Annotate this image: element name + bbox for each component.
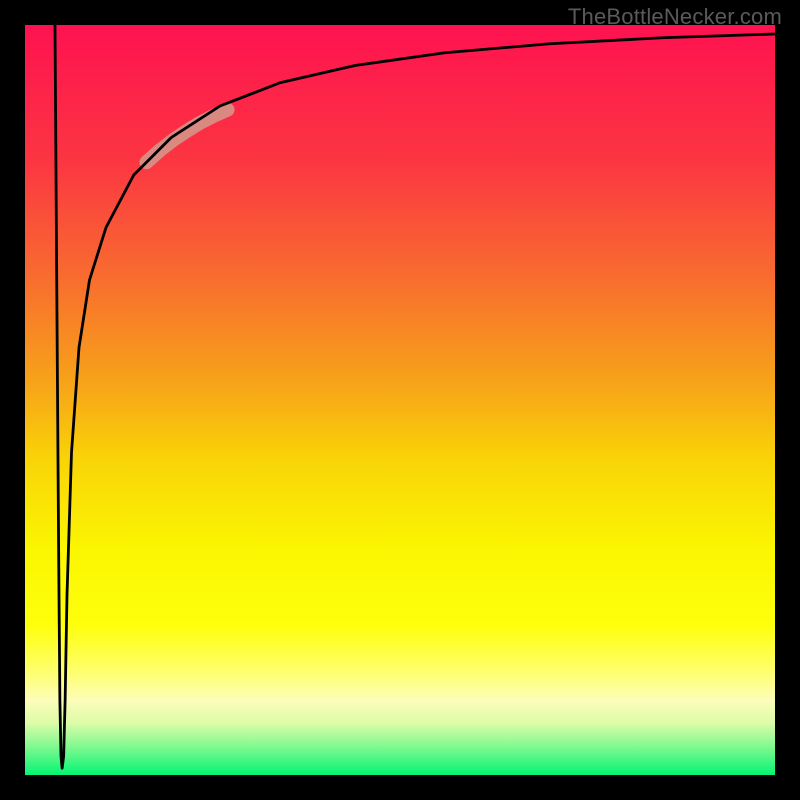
frame-bottom bbox=[0, 775, 800, 800]
frame-right bbox=[775, 0, 800, 800]
plot-area bbox=[25, 25, 775, 775]
gradient-background bbox=[25, 25, 775, 775]
frame-left bbox=[0, 0, 25, 800]
watermark-text: TheBottleNecker.com bbox=[568, 4, 782, 30]
